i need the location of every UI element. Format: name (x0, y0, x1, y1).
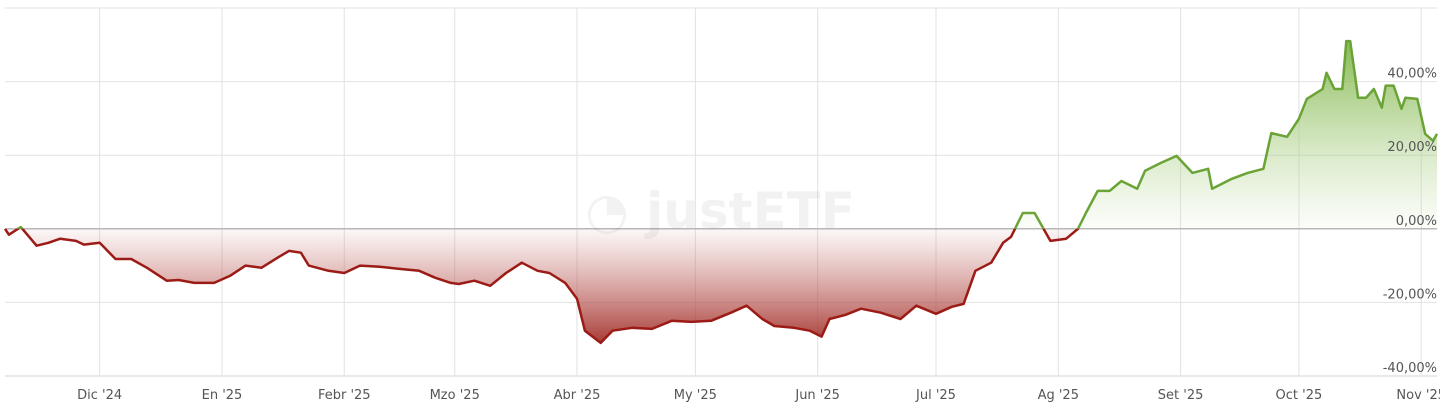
x-tick-label: Jun '25 (794, 388, 840, 403)
y-tick-label: -20,00% (1383, 287, 1437, 302)
x-tick-label: Ag '25 (1038, 388, 1079, 403)
x-tick-label: My '25 (674, 388, 717, 403)
y-axis-labels: 40,00% 20,00% 0,00% -20,00% -40,00% (1383, 67, 1437, 376)
x-tick-label: Abr '25 (554, 388, 601, 403)
y-tick-label: -40,00% (1383, 361, 1437, 376)
x-tick-label: Set '25 (1158, 388, 1204, 403)
areas (5, 41, 1437, 343)
positive-series-line (4, 39, 1439, 229)
positive-area (5, 41, 1437, 229)
y-tick-label: 20,00% (1387, 140, 1437, 155)
lines (3, 39, 1439, 345)
x-tick-label: Mzo '25 (430, 388, 480, 403)
y-tick-label: 40,00% (1387, 67, 1437, 82)
x-tick-label: En '25 (202, 388, 243, 403)
x-tick-label: Dic '24 (77, 388, 122, 403)
x-tick-label: Jul '25 (915, 388, 956, 403)
x-axis-labels: Dic '24 En '25 Febr '25 Mzo '25 Abr '25 My '2… (77, 388, 1440, 403)
x-tick-label: Febr '25 (318, 388, 371, 403)
x-tick-label: Oct '25 (1276, 388, 1323, 403)
x-tick-label: Nov '25 (1396, 388, 1440, 403)
negative-area (5, 228, 1078, 343)
negative-series-line (3, 228, 1080, 345)
y-tick-label: 0,00% (1396, 214, 1437, 229)
